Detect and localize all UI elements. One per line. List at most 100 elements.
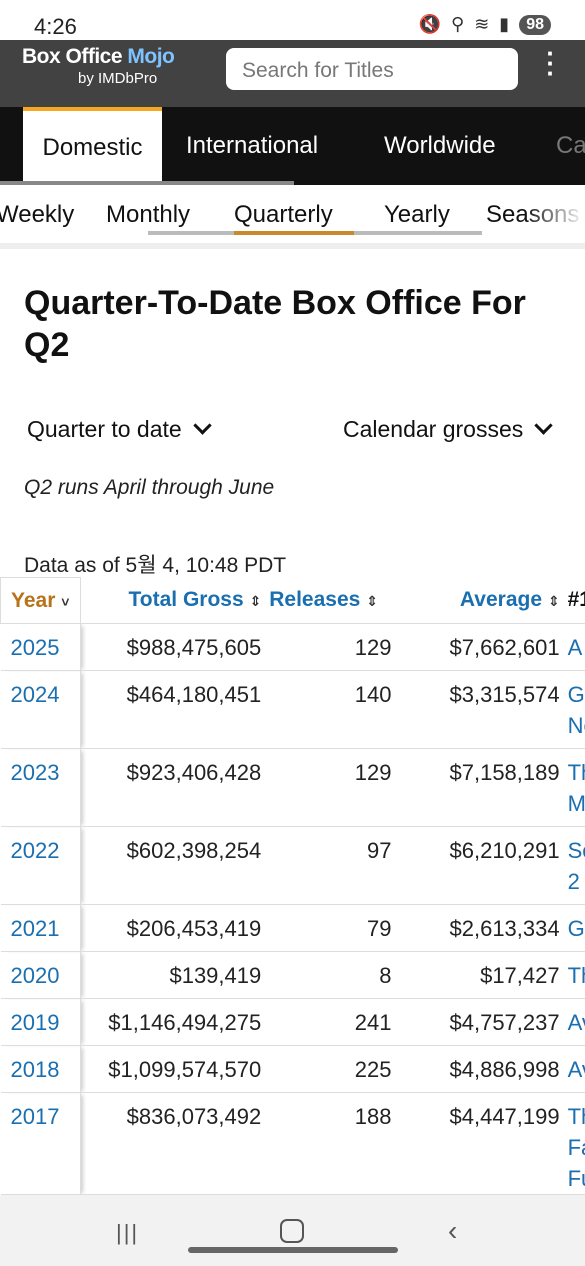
column-year[interactable]: Year ˅ [0,577,82,624]
tab-worldwide[interactable]: Worldwide [384,132,496,159]
back-icon[interactable]: ‹ [448,1215,458,1246]
data-timestamp: Data as of 5월 4, 10:48 PDT [24,554,287,577]
period-filter-dropdown[interactable]: Quarter to date [27,416,212,443]
year-link[interactable]: 2017 [0,1092,82,1195]
tab-yearly[interactable]: Yearly [384,201,450,228]
year-link[interactable]: 2025 [0,623,82,671]
average-cell: $6,210,291 [395,826,564,905]
top-release-link[interactable]: The Ju [563,1194,585,1195]
total-gross-cell: $828,348,278 [80,1194,266,1195]
tab-quarterly[interactable]: Quarterly [234,201,333,228]
period-filter-label: Quarter to date [27,416,182,442]
quarter-note: Q2 runs April through June [24,476,275,499]
total-gross-cell: $836,073,492 [80,1092,266,1195]
search-input[interactable]: Search for Titles [226,48,518,90]
total-gross-cell: $923,406,428 [80,748,266,827]
column-average[interactable]: Average ⇕ [395,577,564,624]
column-year-label: Year [11,588,56,612]
top-release-link[interactable]: Aveng [563,1045,585,1093]
chevron-down-icon [534,416,553,435]
releases-cell: 8 [265,951,396,999]
total-gross-cell: $988,475,605 [80,623,266,671]
grosses-filter-dropdown[interactable]: Calendar grosses [343,416,553,443]
tab-calendar[interactable]: Ca [556,132,585,159]
status-time: 4:26 [34,14,77,39]
top-release-link[interactable]: Godzi New E [563,670,585,749]
top-release-link[interactable]: The Fa Furiou [563,1092,585,1195]
period-tabs: Weekly Monthly Quarterly Yearly Seasons [0,185,585,249]
releases-cell: 241 [265,998,396,1046]
table-header-row: Year ˅ Total Gross ⇕ Releases ⇕ Average … [0,577,585,624]
average-cell: $7,662,601 [395,623,564,671]
mute-icon: 🔇 [418,14,442,34]
releases-cell: 79 [265,904,396,952]
column-top-release-label: #1 Re [567,588,585,612]
column-total-gross-label: Total Gross [128,588,244,612]
average-cell: $3,315,574 [395,670,564,749]
tab-weekly[interactable]: Weekly [0,201,75,228]
top-release-link[interactable]: The S Movie [563,748,585,827]
gesture-handle[interactable] [188,1247,398,1253]
total-gross-cell: $1,099,574,570 [80,1045,266,1093]
site-logo[interactable]: Box Office Mojo by IMDbPro [22,45,175,87]
tabs-fade [525,185,585,243]
releases-cell: 225 [265,1045,396,1093]
column-top-release[interactable]: #1 Re [563,577,585,624]
year-link[interactable]: 2021 [0,904,82,952]
top-release-link[interactable]: Sonic 2 [563,826,585,905]
page-title: Quarter-To-Date Box Office For Q2 [24,284,526,364]
sort-icon: ⇕ [547,593,560,610]
releases-cell: 140 [265,670,396,749]
more-menu-icon[interactable]: · · · [546,38,555,88]
sort-icon: ⇕ [249,593,262,610]
recent-apps-icon[interactable]: ||| [116,1220,140,1245]
releases-cell: 203 [265,1194,396,1195]
tab-international[interactable]: International [186,132,319,159]
average-cell: $4,447,199 [395,1092,564,1195]
column-average-label: Average [459,588,543,612]
year-link[interactable]: 2022 [0,826,82,905]
total-gross-cell: $464,180,451 [80,670,266,749]
year-link[interactable]: 2018 [0,1045,82,1093]
tab-monthly[interactable]: Monthly [106,201,191,228]
status-icons: 🔇 ⚲ ≋ ▮ 98 [419,14,551,35]
total-gross-cell: $206,453,419 [80,904,266,952]
sort-desc-icon: ˅ [61,593,70,610]
location-icon: ⚲ [451,14,465,34]
releases-cell: 129 [265,748,396,827]
results-table: Year ˅ Total Gross ⇕ Releases ⇕ Average … [0,577,585,1195]
average-cell: $7,158,189 [395,748,564,827]
logo-mojo-text: Mojo [127,45,175,68]
region-tabs: Domestic International Worldwide Ca [0,107,585,185]
signal-icon: ▮ [499,14,510,34]
column-total-gross[interactable]: Total Gross ⇕ [80,577,266,624]
year-link[interactable]: 2024 [0,670,82,749]
average-cell: $4,886,998 [395,1045,564,1093]
column-releases[interactable]: Releases ⇕ [265,577,396,624]
top-release-link[interactable]: The W [563,951,585,999]
column-releases-label: Releases [269,588,361,612]
wifi-icon: ≋ [474,14,490,34]
top-release-link[interactable]: Godzi [563,904,585,952]
average-cell: $17,427 [395,951,564,999]
tab-domestic[interactable]: Domestic [23,107,162,185]
logo-text: Box Office [22,45,123,68]
top-release-link[interactable]: Aveng [563,998,585,1046]
home-icon[interactable] [280,1219,304,1243]
total-gross-cell: $139,419 [80,951,266,999]
year-link[interactable]: 2019 [0,998,82,1046]
table-row: 2016$828,348,278203$4,080,533The Ju [0,1194,585,1195]
top-release-link[interactable]: A Min [563,623,585,671]
year-link[interactable]: 2020 [0,951,82,999]
year-link[interactable]: 2016 [0,1194,82,1195]
logo-subtitle: by IMDbPro [78,70,158,87]
total-gross-cell: $1,146,494,275 [80,998,266,1046]
year-link[interactable]: 2023 [0,748,82,827]
